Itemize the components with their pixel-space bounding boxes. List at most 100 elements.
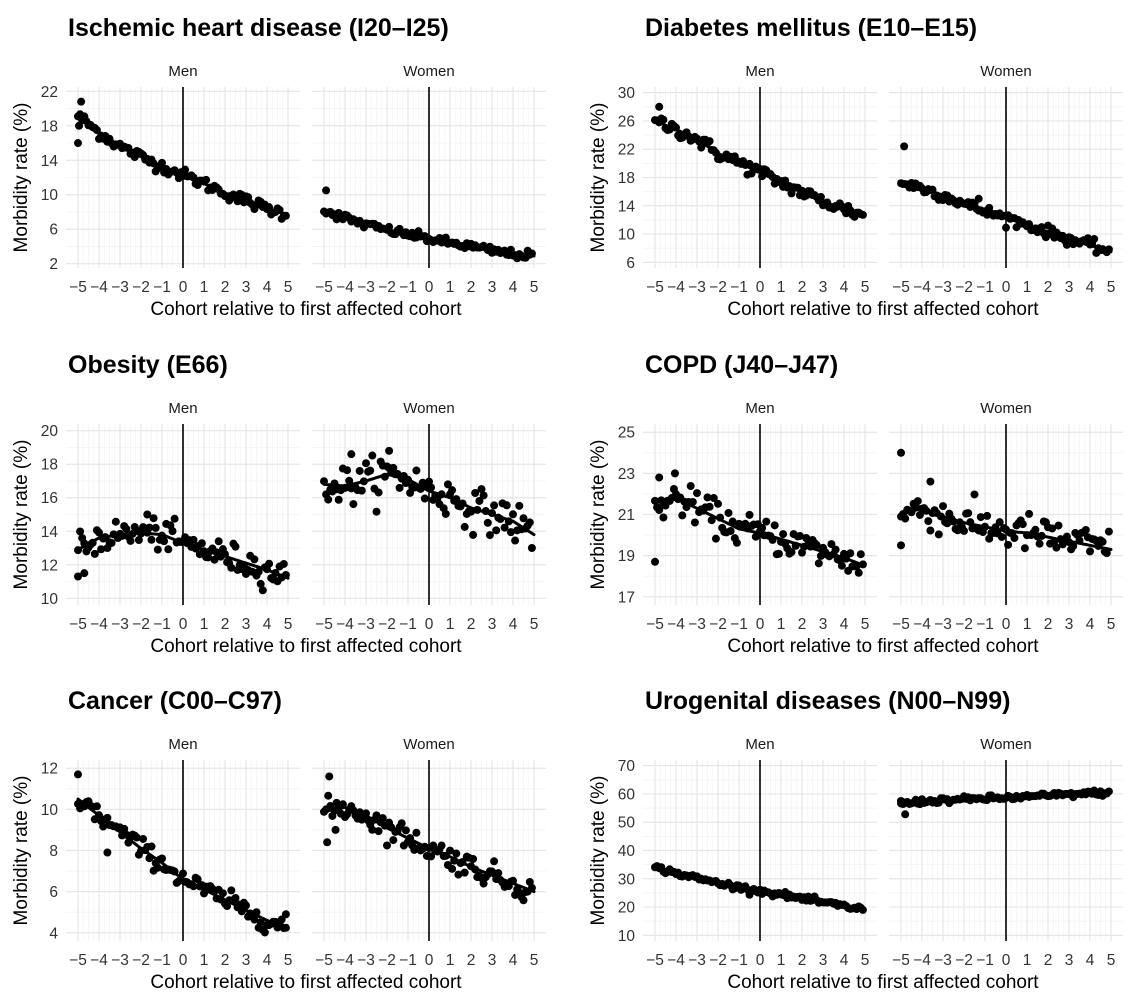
y-tick-label: 30 xyxy=(618,871,636,888)
data-point xyxy=(1004,540,1013,549)
y-tick-label: 17 xyxy=(618,589,635,606)
data-point xyxy=(460,868,469,877)
data-point xyxy=(690,518,699,527)
x-tick-label: 2 xyxy=(221,279,230,296)
data-point xyxy=(366,466,375,475)
data-point xyxy=(378,814,387,823)
data-point xyxy=(281,910,290,919)
data-point xyxy=(705,502,714,511)
data-point xyxy=(412,466,421,475)
data-point xyxy=(343,466,352,475)
data-point xyxy=(506,528,515,537)
y-tick-label: 10 xyxy=(41,591,59,608)
data-point xyxy=(924,517,933,526)
x-tick-label: 3 xyxy=(819,952,828,969)
x-tick-label: 0 xyxy=(425,616,434,633)
data-point xyxy=(170,514,179,523)
x-tick-label: −3 xyxy=(688,952,706,969)
x-tick-label: −4 xyxy=(667,616,685,633)
smoothed-fit-line xyxy=(322,472,536,537)
data-point xyxy=(334,495,343,504)
x-tick-label: 1 xyxy=(1023,279,1032,296)
facet-strip-label: Women xyxy=(980,736,1031,753)
data-point xyxy=(452,849,461,858)
x-tick-label: 0 xyxy=(179,616,188,633)
data-point xyxy=(143,510,152,519)
data-point xyxy=(509,510,517,519)
data-point xyxy=(448,486,457,495)
data-point xyxy=(324,791,333,800)
data-point xyxy=(527,544,536,553)
data-point xyxy=(477,485,486,494)
x-tick-label: −1 xyxy=(399,279,417,296)
x-tick-label: −4 xyxy=(336,616,354,633)
y-tick-label: 19 xyxy=(618,548,635,565)
x-axis-label: Cohort relative to first affected cohort xyxy=(150,299,462,320)
data-point xyxy=(726,526,735,535)
data-point xyxy=(479,879,488,888)
data-point xyxy=(242,901,250,910)
data-point xyxy=(80,569,89,578)
data-point xyxy=(331,825,340,834)
y-tick-label: 21 xyxy=(618,507,635,524)
data-point xyxy=(103,848,112,857)
y-tick-label: 18 xyxy=(618,170,635,187)
x-tick-label: −5 xyxy=(892,279,910,296)
x-axis-label: Cohort relative to first affected cohort xyxy=(150,636,462,657)
data-point xyxy=(389,836,398,845)
y-tick-label: 18 xyxy=(41,457,58,474)
y-tick-label: 8 xyxy=(49,843,58,860)
data-point xyxy=(153,545,162,554)
data-point xyxy=(1081,525,1090,534)
x-tick-label: 3 xyxy=(242,952,251,969)
facet-strip-label: Women xyxy=(980,400,1031,417)
data-point xyxy=(147,535,156,544)
data-point xyxy=(76,527,85,536)
y-axis-label: Morbidity rate (%) xyxy=(11,440,32,590)
data-point xyxy=(412,828,421,837)
x-tick-label: 4 xyxy=(509,616,518,633)
data-point xyxy=(814,559,823,568)
x-tick-label: 5 xyxy=(284,279,293,296)
x-tick-label: 4 xyxy=(509,279,518,296)
y-tick-label: 22 xyxy=(41,84,58,101)
data-point xyxy=(147,842,156,851)
facet-men: Men −5 −4 −3 −2 −1 0 1 2 3 4 5 xyxy=(643,63,877,296)
data-point xyxy=(779,530,788,539)
chart-panel-2: Obesity (E66)Morbidity rate (%)101214161… xyxy=(11,351,546,657)
x-tick-label: 1 xyxy=(446,279,455,296)
x-tick-label: −1 xyxy=(399,616,417,633)
data-point xyxy=(134,536,143,545)
x-tick-label: 2 xyxy=(221,952,230,969)
data-point xyxy=(145,523,154,532)
x-tick-label: 4 xyxy=(840,279,849,296)
data-point xyxy=(751,532,760,541)
data-point xyxy=(490,501,499,510)
data-point xyxy=(374,488,383,497)
x-tick-label: −4 xyxy=(336,279,354,296)
x-tick-label: −4 xyxy=(90,279,108,296)
x-tick-label: 3 xyxy=(1065,279,1074,296)
x-tick-label: −2 xyxy=(955,279,973,296)
data-point xyxy=(75,121,84,130)
data-point xyxy=(345,476,354,485)
x-tick-label: −2 xyxy=(132,616,150,633)
x-tick-label: 4 xyxy=(509,952,518,969)
x-tick-label: 5 xyxy=(1107,952,1116,969)
data-point xyxy=(762,517,771,526)
data-point xyxy=(745,510,754,519)
y-axis-label: Morbidity rate (%) xyxy=(11,103,32,253)
data-point xyxy=(437,841,446,850)
data-point xyxy=(420,494,429,503)
data-point xyxy=(357,486,366,495)
y-tick-label: 10 xyxy=(41,187,59,204)
y-tick-label: 20 xyxy=(41,423,59,440)
x-tick-label: −2 xyxy=(955,952,973,969)
y-tick-label: 30 xyxy=(618,85,636,102)
data-point xyxy=(355,466,364,475)
data-point xyxy=(95,528,103,537)
x-axis-label: Cohort relative to first affected cohort xyxy=(150,972,462,993)
x-tick-label: 2 xyxy=(798,616,807,633)
x-tick-label: −1 xyxy=(153,279,171,296)
